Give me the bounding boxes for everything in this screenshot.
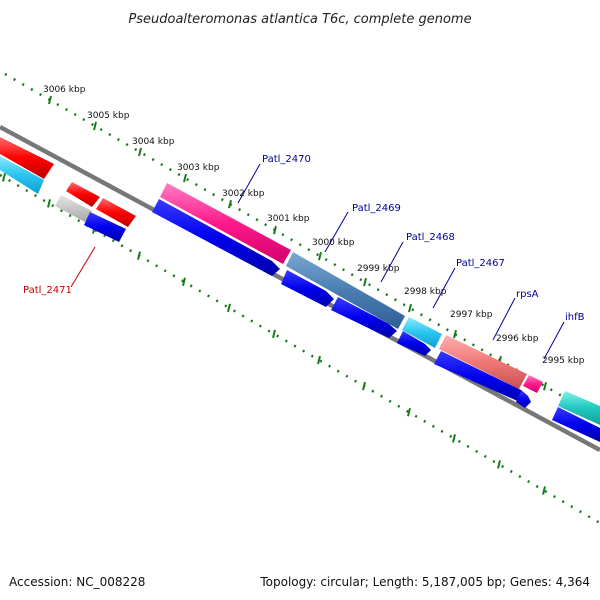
tick-label: 3003 kbp <box>177 163 220 173</box>
gene-label-patl-2471[interactable]: Patl_2471 <box>23 285 72 296</box>
cds-arrow[interactable] <box>516 391 531 408</box>
major-tick <box>48 95 52 105</box>
feature-block[interactable] <box>0 137 54 179</box>
tick-label: 3001 kbp <box>267 214 310 224</box>
major-tick <box>452 434 456 443</box>
feature-block-ihfb[interactable] <box>558 391 600 425</box>
tick-label: 3004 kbp <box>132 137 175 147</box>
cds-arrow[interactable] <box>152 199 280 276</box>
feature-block-patl-2470[interactable] <box>160 183 291 264</box>
gene-labels: Patl_2471 Patl_2470 Patl_2469 Patl_2468 … <box>23 154 585 323</box>
genome-summary-text: Topology: circular; Length: 5,187,005 bp… <box>259 575 590 589</box>
feature-block[interactable] <box>66 182 100 207</box>
feature-block-patl-2467[interactable] <box>523 375 543 393</box>
feature-block-patl-2468[interactable] <box>402 317 442 348</box>
tick-label: 2995 kbp <box>542 356 585 366</box>
cds-block[interactable] <box>84 212 126 242</box>
major-tick <box>228 199 232 209</box>
map-title: Pseudoalteromonas atlantica T6c, complet… <box>128 12 471 27</box>
tick-label: 3005 kbp <box>87 111 130 121</box>
major-tick <box>363 277 367 287</box>
major-tick <box>227 303 231 313</box>
major-tick <box>272 329 276 339</box>
major-tick <box>47 199 51 208</box>
tick-label: 3000 kbp <box>312 238 355 248</box>
major-tick <box>137 251 141 260</box>
major-tick <box>138 147 142 157</box>
leader-patl-2470 <box>237 163 261 204</box>
accession-text: Accession: NC_008228 <box>9 575 145 589</box>
major-tick <box>497 460 501 469</box>
gene-label-ihfb[interactable]: ihfB <box>565 312 585 323</box>
leader-ihfb <box>543 321 565 360</box>
major-tick <box>183 173 187 183</box>
cds-arrow[interactable] <box>397 331 431 356</box>
cds-arrow[interactable] <box>331 297 397 338</box>
cog-feature-ring <box>0 137 600 425</box>
feature-block-rpsa[interactable] <box>439 335 527 389</box>
cds-arrows <box>152 199 600 442</box>
gene-label-patl-2469[interactable]: Patl_2469 <box>352 203 401 214</box>
major-tick <box>2 173 6 182</box>
major-tick <box>543 381 547 391</box>
major-tick <box>182 277 186 286</box>
feature-block[interactable] <box>55 195 92 222</box>
tick-label: 2998 kbp <box>404 287 447 297</box>
cds-arrow[interactable] <box>552 407 600 442</box>
major-tick <box>273 225 277 235</box>
gene-label-rpsa[interactable]: rpsA <box>516 289 539 300</box>
major-tick <box>542 486 546 495</box>
tick-label: 2996 kbp <box>496 334 539 344</box>
major-tick <box>93 121 97 131</box>
cds-arrow[interactable] <box>434 351 528 403</box>
tick-labels: 3006 kbp 3005 kbp 3004 kbp 3003 kbp 3002… <box>43 85 585 366</box>
tick-label: 2999 kbp <box>357 264 400 274</box>
gene-label-patl-2470[interactable]: Patl_2470 <box>262 154 311 165</box>
leader-patl-2467 <box>432 267 456 309</box>
leader-rpsa <box>492 297 516 341</box>
major-tick <box>408 303 412 313</box>
leader-patl-2468 <box>380 241 404 283</box>
major-tick <box>318 251 322 261</box>
gene-label-patl-2467[interactable]: Patl_2467 <box>456 258 505 269</box>
leader-patl-2469 <box>324 211 349 253</box>
major-tick <box>317 355 321 365</box>
cds-arrow[interactable] <box>281 270 334 307</box>
feature-block[interactable] <box>0 156 44 194</box>
major-tick <box>362 381 366 391</box>
tick-label: 3006 kbp <box>43 85 86 95</box>
major-tick <box>407 407 411 417</box>
feature-block[interactable] <box>96 198 136 227</box>
gene-leaders <box>70 163 565 360</box>
major-tick <box>453 329 457 339</box>
feature-block-patl-2469[interactable] <box>286 252 405 329</box>
gene-label-patl-2468[interactable]: Patl_2468 <box>406 232 455 243</box>
tick-label: 2997 kbp <box>450 310 493 320</box>
leader-patl-2471 <box>70 246 96 288</box>
